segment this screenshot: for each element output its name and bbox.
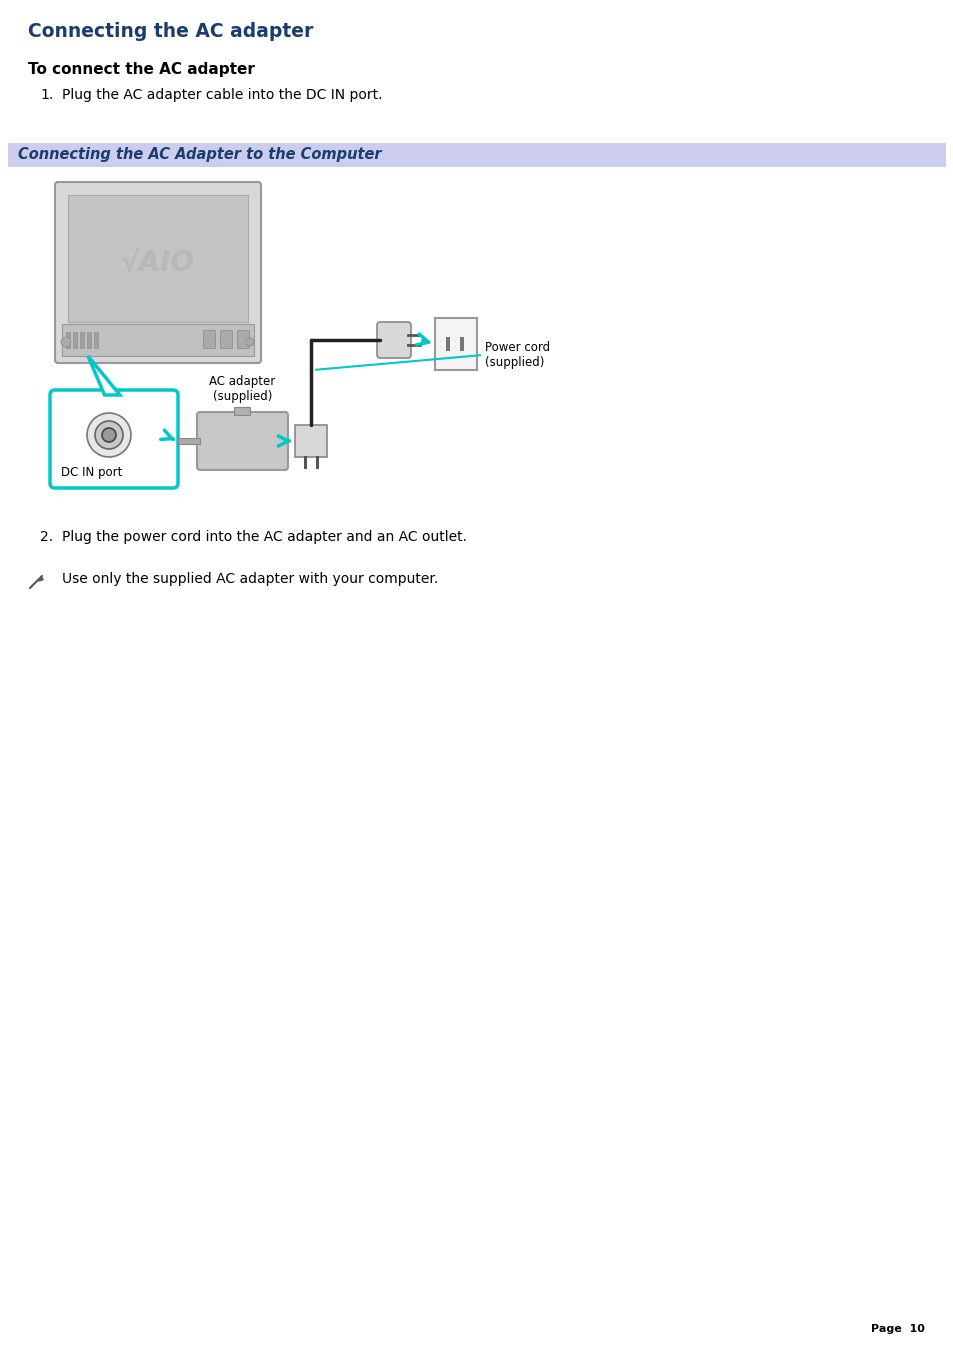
Bar [459, 336, 463, 351]
Text: Connecting the AC Adapter to the Computer: Connecting the AC Adapter to the Compute… [18, 147, 381, 162]
FancyBboxPatch shape [50, 390, 178, 488]
Bar [73, 332, 77, 349]
Bar [236, 330, 249, 349]
Text: To connect the AC adapter: To connect the AC adapter [28, 62, 254, 77]
Circle shape [246, 338, 253, 346]
Bar [87, 332, 91, 349]
Text: Plug the power cord into the AC adapter and an AC outlet.: Plug the power cord into the AC adapter … [62, 530, 467, 544]
Bar [435, 317, 476, 370]
Text: Plug the AC adapter cable into the DC IN port.: Plug the AC adapter cable into the DC IN… [62, 88, 382, 101]
Text: 2.: 2. [40, 530, 53, 544]
Text: Connecting the AC adapter: Connecting the AC adapter [28, 22, 313, 41]
Text: DC IN port: DC IN port [61, 466, 122, 480]
Circle shape [61, 336, 71, 347]
Text: Page  10: Page 10 [870, 1324, 924, 1333]
Bar [80, 332, 84, 349]
FancyBboxPatch shape [376, 322, 411, 358]
Bar [62, 324, 253, 357]
Text: 1.: 1. [40, 88, 53, 101]
Bar [233, 407, 250, 415]
Bar [178, 438, 200, 444]
Text: AC adapter
(supplied): AC adapter (supplied) [209, 376, 275, 403]
Bar [446, 336, 450, 351]
Bar [94, 332, 98, 349]
Text: Use only the supplied AC adapter with your computer.: Use only the supplied AC adapter with yo… [62, 571, 437, 586]
Bar [66, 332, 70, 349]
Bar [68, 195, 248, 322]
Polygon shape [38, 576, 44, 582]
Polygon shape [88, 357, 120, 394]
Circle shape [102, 428, 116, 442]
Bar [203, 330, 214, 349]
Bar [8, 143, 945, 168]
FancyBboxPatch shape [196, 412, 288, 470]
Bar [220, 330, 232, 349]
Text: Power cord
(supplied): Power cord (supplied) [484, 340, 550, 369]
Circle shape [87, 413, 131, 457]
Bar [294, 426, 327, 457]
Text: √AIO: √AIO [121, 250, 194, 277]
FancyBboxPatch shape [55, 182, 261, 363]
Circle shape [95, 422, 123, 449]
